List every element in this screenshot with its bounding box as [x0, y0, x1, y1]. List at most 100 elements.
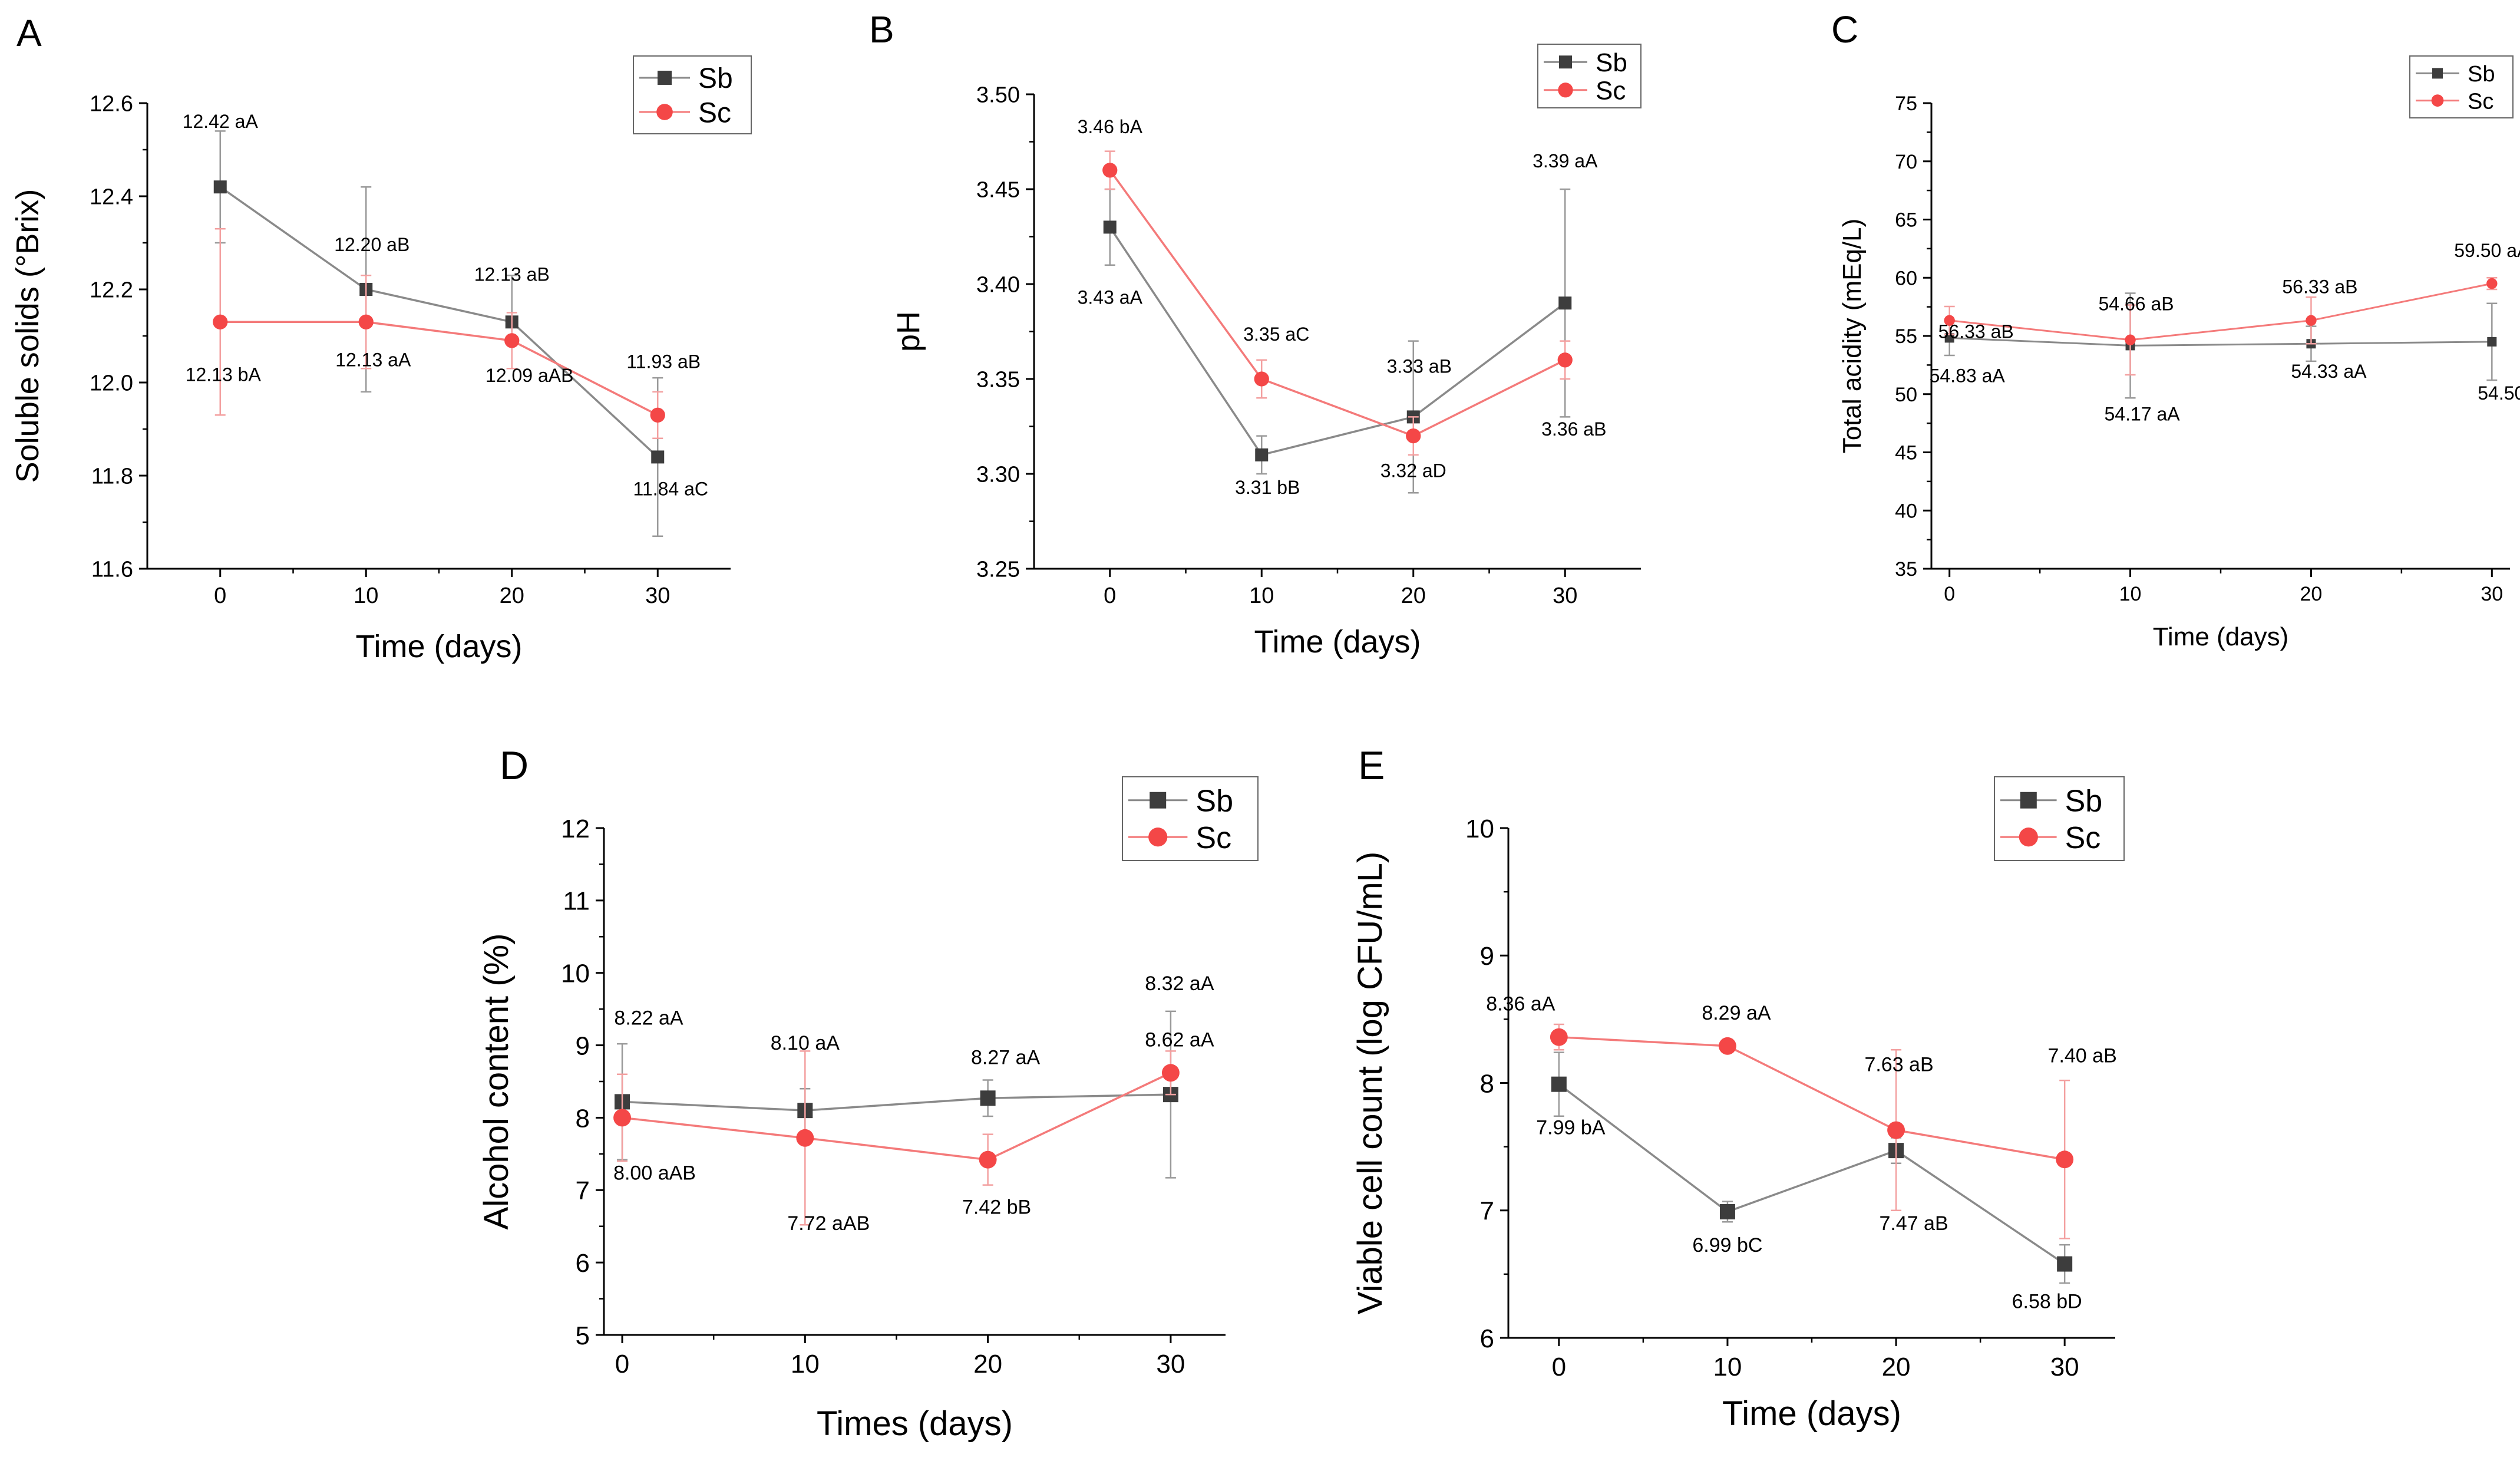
data-label: 11.84 aC [633, 478, 709, 499]
data-label: 8.00 aAB [613, 1162, 696, 1184]
data-point-sc [1887, 1121, 1905, 1139]
y-axis-title: Total acidity (mEq/L) [1838, 219, 1867, 454]
y-tick-label: 12.0 [90, 371, 133, 396]
series-line-sc [220, 321, 659, 416]
series-line-sb [1109, 226, 1566, 456]
y-tick-label: 9 [1480, 942, 1494, 971]
data-point-sc [1550, 1028, 1568, 1046]
data-label: 54.83 aA [1930, 365, 2006, 386]
x-tick-label: 20 [2300, 583, 2323, 605]
y-tick-label: 55 [1895, 325, 1917, 348]
data-point-sb [2057, 1256, 2073, 1272]
x-tick-label: 30 [2481, 583, 2503, 605]
data-point-sc [2306, 315, 2317, 326]
series-sc: 12.13 bA 12.13 aA 12.09 aAB 11.93 aB [186, 228, 701, 440]
x-axis-title: Time (days) [1722, 1394, 1901, 1433]
y-tick-label: 12.2 [90, 278, 133, 303]
series-sb: 54.83 aA 54.17 aA 54.33 aA 54.50 bA [1930, 292, 2520, 424]
panel-label: B [869, 8, 894, 51]
series-sc: 8.36 aA 8.29 aA 7.63 aB 7.40 aB [1486, 993, 2117, 1239]
x-tick-label: 10 [1713, 1353, 1742, 1381]
legend-label-sb: Sb [1195, 784, 1233, 818]
y-axis-title: pH [891, 311, 926, 352]
y-tick-label: 40 [1895, 500, 1917, 522]
panel-label: D [500, 743, 529, 788]
y-tick-label: 7 [1480, 1197, 1494, 1226]
legend-marker-sb [1559, 55, 1572, 69]
data-point-sc [504, 333, 520, 348]
data-point-sb [1558, 296, 1572, 310]
legend-marker-sb [1150, 792, 1167, 809]
data-label: 12.20 aB [334, 234, 409, 255]
legend-marker-sc [1558, 83, 1573, 98]
series-line-sc [622, 1071, 1171, 1161]
y-tick-label: 11.6 [91, 558, 133, 582]
legend-box [1537, 44, 1642, 108]
y-tick-label: 70 [1895, 151, 1917, 173]
series-line-sc [1109, 169, 1566, 437]
x-axis-title: Time (days) [2153, 622, 2289, 651]
data-point-sb [1103, 220, 1117, 234]
data-label: 3.36 aB [1541, 418, 1606, 440]
x-tick-label: 30 [1156, 1350, 1185, 1379]
data-label: 8.32 aA [1145, 972, 1214, 995]
y-tick-label: 8 [576, 1104, 590, 1133]
data-point-sc [650, 407, 665, 423]
data-label: 3.43 aA [1078, 286, 1143, 308]
data-point-sb [213, 180, 227, 194]
series-sb: 3.43 aA 3.31 bB 3.33 aB 3.39 aA [1078, 150, 1598, 498]
y-tick-label: 10 [561, 959, 590, 988]
legend-label-sc: Sc [1195, 821, 1231, 855]
y-tick-label: 45 [1895, 442, 1917, 464]
x-tick-label: 10 [791, 1350, 820, 1379]
panel-label: E [1358, 743, 1385, 788]
x-tick-label: 10 [2119, 583, 2142, 605]
data-label: 8.22 aA [614, 1007, 683, 1029]
data-label: 7.40 aB [2048, 1044, 2117, 1067]
data-label: 8.29 aA [1702, 1002, 1771, 1024]
series-sc: 3.46 bA 3.35 aC 3.32 aD 3.36 aB [1078, 116, 1607, 482]
y-tick-label: 65 [1895, 209, 1917, 232]
legend-marker-sb [2432, 68, 2443, 79]
x-tick-label: 0 [615, 1350, 629, 1379]
data-label: 7.63 aB [1864, 1054, 1933, 1076]
legend-label-sb: Sb [2468, 62, 2495, 87]
legend-marker-sc [2431, 94, 2444, 107]
data-point-sb [1944, 333, 1954, 343]
data-label: 54.17 aA [2105, 403, 2181, 424]
legend-label-sc: Sc [2468, 89, 2493, 114]
x-tick-label: 0 [214, 583, 226, 608]
y-tick-label: 35 [1895, 558, 1917, 581]
data-point-sc [1557, 352, 1573, 368]
legend-label-sc: Sc [1596, 77, 1626, 105]
x-tick-label: 30 [2050, 1353, 2079, 1381]
x-tick-label: 30 [645, 583, 670, 608]
series-sb: 7.99 bA 6.99 bC 7.47 aB 6.58 bD [1536, 1051, 2082, 1313]
data-point-sb [1551, 1076, 1567, 1092]
series-line-sb [622, 1093, 1171, 1112]
panel-label: A [16, 12, 42, 54]
data-point-sc [1161, 1064, 1180, 1082]
data-label: 56.33 aB [1938, 321, 2014, 342]
series-line-sb [1558, 1083, 2066, 1265]
data-label: 3.32 aD [1380, 460, 1446, 482]
legend-label-sb: Sb [2065, 784, 2103, 818]
y-tick-label: 3.40 [976, 273, 1020, 298]
data-label: 12.13 aA [335, 349, 411, 370]
data-label: 3.33 aB [1387, 355, 1452, 377]
y-tick-label: 6 [1480, 1324, 1494, 1353]
data-point-sc [1944, 315, 1955, 326]
data-point-sb [651, 450, 665, 464]
data-label: 12.13 bA [186, 364, 262, 385]
data-label: 59.50 aA [2454, 240, 2520, 261]
x-axis-title: Time (days) [355, 629, 522, 664]
legend-label-sc: Sc [698, 97, 731, 128]
chart-panel-c: C 35 40 45 50 55 60 65 70 75 0 10 20 30 Time (days) Tot… [1831, 8, 2520, 651]
x-tick-label: 20 [500, 583, 524, 608]
data-label: 3.35 aC [1243, 324, 1309, 345]
panel-label: C [1831, 8, 1858, 51]
data-label: 12.42 aA [183, 111, 259, 132]
legend-box [1994, 776, 2125, 861]
